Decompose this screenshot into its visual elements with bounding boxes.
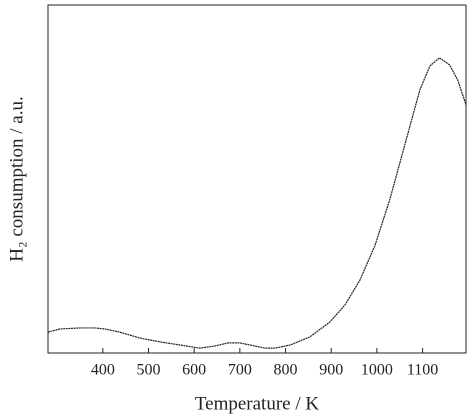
data-line xyxy=(47,57,467,349)
x-tick-label: 500 xyxy=(137,362,161,379)
x-tick-label: 1100 xyxy=(407,362,438,379)
x-tick-label: 800 xyxy=(274,362,298,379)
plot-frame xyxy=(47,4,467,354)
x-tick-label: 700 xyxy=(228,362,252,379)
y-axis-label: H₂ consumption / a.u. xyxy=(6,96,27,261)
x-tick-label: 400 xyxy=(91,362,115,379)
x-tick-label: 1000 xyxy=(361,362,393,379)
x-axis-label: Temperature / K xyxy=(195,393,320,414)
x-tick-label: 600 xyxy=(182,362,206,379)
x-tick-label: 900 xyxy=(319,362,343,379)
